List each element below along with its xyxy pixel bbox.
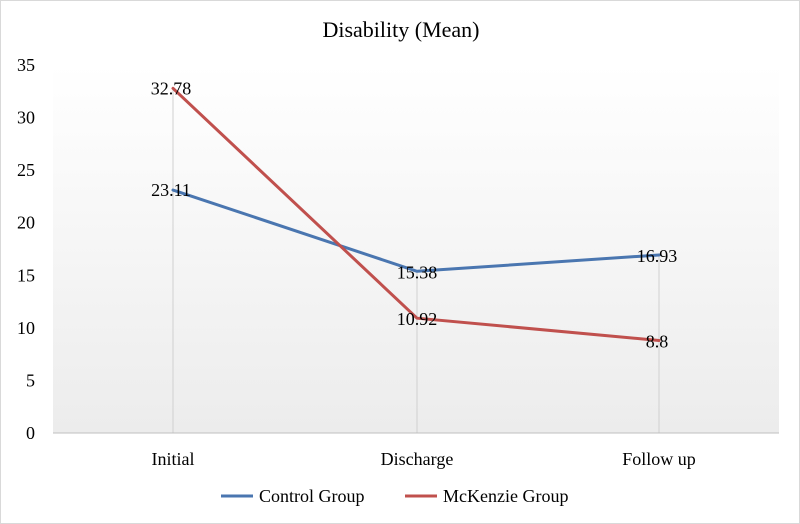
y-tick-label: 0 (26, 423, 35, 443)
series-lines (171, 86, 661, 342)
y-tick-label: 20 (17, 213, 35, 233)
plot-area (53, 65, 779, 433)
y-tick-label: 10 (17, 318, 35, 338)
x-axis-tick-labels: Initial Discharge Follow up (152, 449, 696, 469)
drop-lines (172, 88, 660, 433)
data-label: 32.78 (151, 78, 192, 98)
chart-title: Disability (Mean) (322, 17, 479, 42)
data-label: 8.8 (646, 331, 669, 351)
y-tick-label: 5 (26, 370, 35, 390)
data-labels: 23.11 15.38 16.93 32.78 10.92 8.8 (151, 78, 678, 351)
x-tick-label: Initial (152, 449, 195, 469)
legend-label: McKenzie Group (443, 486, 568, 506)
x-tick-label: Follow up (622, 449, 696, 469)
data-label: 10.92 (397, 309, 438, 329)
legend-label: Control Group (259, 486, 365, 506)
y-tick-label: 35 (17, 55, 35, 75)
y-tick-label: 15 (17, 265, 35, 285)
y-tick-label: 30 (17, 108, 35, 128)
series-line-mckenzie-group (171, 86, 661, 342)
data-label: 15.38 (397, 262, 438, 282)
series-line-control-group (171, 188, 661, 273)
y-axis-tick-labels: 0 5 10 15 20 25 30 35 (17, 55, 35, 443)
x-tick-label: Discharge (381, 449, 454, 469)
data-label: 16.93 (637, 246, 678, 266)
legend: Control Group McKenzie Group (221, 486, 568, 506)
data-label: 23.11 (151, 180, 191, 200)
y-tick-label: 25 (17, 160, 35, 180)
